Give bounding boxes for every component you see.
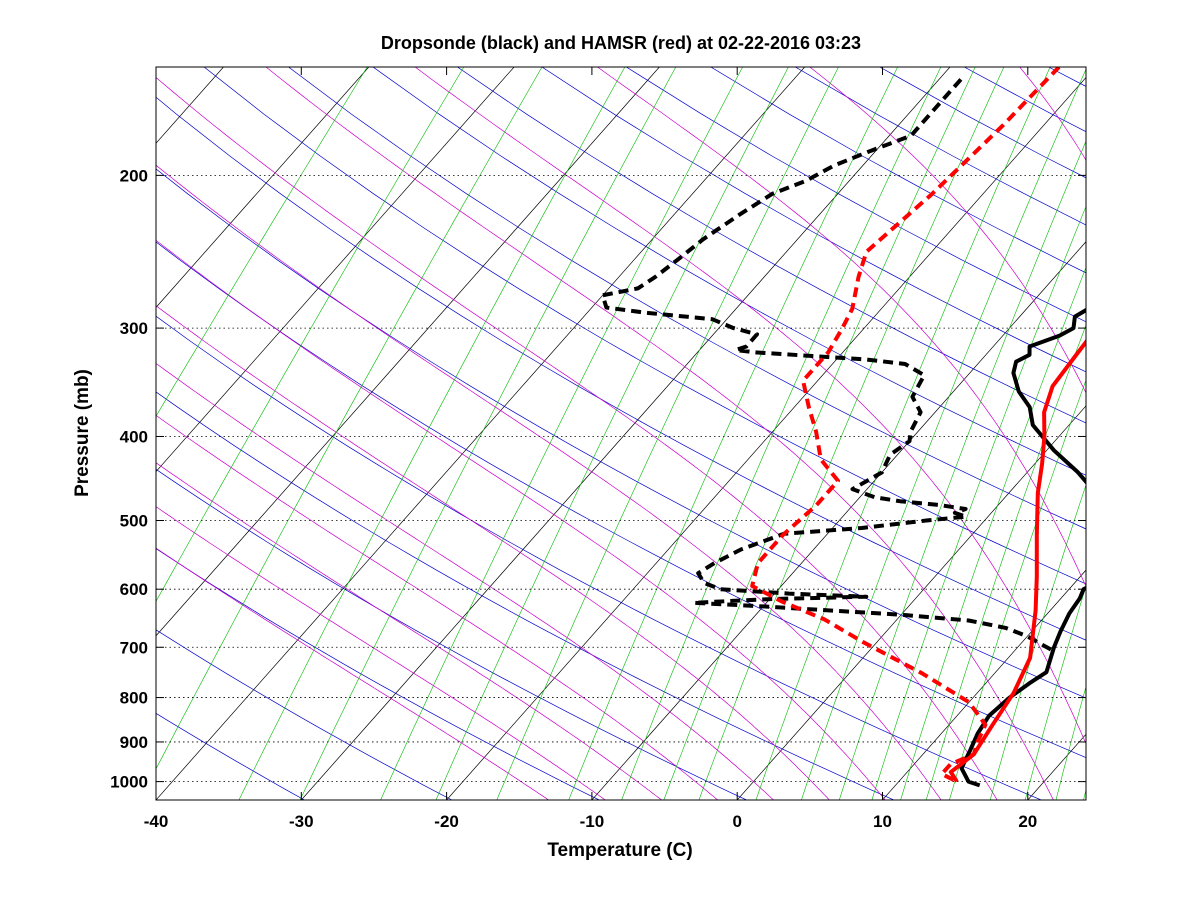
dry-adiabat-line	[0, 67, 10, 800]
dry-adiabat-line	[457, 67, 1086, 424]
mixing-ratio-line	[755, 67, 1051, 800]
dry-adiabat-line	[1133, 67, 1200, 800]
isotherm-line	[0, 67, 78, 800]
series-line-2	[948, 338, 1086, 783]
isotherm-line	[156, 67, 370, 308]
plot-frame	[155, 66, 1087, 801]
dry-adiabat-line	[156, 391, 895, 800]
mixing-ratio-line	[698, 67, 1005, 800]
x-tick-label: 10	[873, 812, 892, 831]
mixing-ratio-line	[900, 266, 1086, 800]
mixing-ratio-line	[156, 67, 368, 417]
y-tick-label: 200	[120, 166, 148, 185]
x-axis-label: Temperature (C)	[547, 840, 692, 861]
x-tick-label: 20	[1018, 812, 1037, 831]
dry-adiabat-line	[156, 629, 453, 800]
y-tick-label: 1000	[110, 773, 148, 792]
pressure-gridlines	[156, 174, 1086, 783]
isotherm-line	[156, 67, 660, 637]
mixing-ratio-line	[1055, 685, 1086, 800]
isotherm-line	[591, 241, 1086, 800]
chart-title: Dropsonde (black) and HAMSR (red) at 02-…	[381, 33, 861, 53]
x-tick-label: -10	[580, 812, 605, 831]
moist-adiabat-line	[156, 547, 549, 800]
moist-adiabat-line	[1190, 67, 1200, 800]
isotherm-line	[1173, 67, 1200, 800]
dry-adiabat-line	[541, 67, 1086, 373]
x-tick-label: 0	[732, 812, 741, 831]
mixing-ratio-line	[1108, 67, 1200, 800]
x-axis: -40 -30 -20 -10 0 10 20	[144, 67, 1037, 831]
isotherm-line	[301, 67, 951, 800]
mixing-ratio-line	[1083, 788, 1086, 800]
x-tick-label: -20	[434, 812, 459, 831]
y-tick-label: 500	[120, 512, 148, 531]
dry-adiabat-line	[288, 67, 1086, 530]
moist-adiabat-line	[156, 462, 662, 800]
mixing-ratio-line	[1171, 67, 1200, 800]
y-tick-label: 300	[120, 319, 148, 338]
x-tick-label: -30	[289, 812, 314, 831]
series-line-1	[600, 78, 1053, 652]
dry-adiabat-line	[372, 67, 1086, 476]
isotherm-line	[736, 405, 1086, 800]
dry-adiabat-line	[156, 712, 305, 800]
moist-adiabat-line	[597, 67, 1086, 588]
mixing-ratio-line	[380, 67, 743, 800]
series-group	[600, 67, 1086, 788]
y-tick-label: 700	[120, 638, 148, 657]
plot-background	[156, 67, 1086, 800]
moist-adiabat-line	[809, 67, 1086, 394]
isotherm-line	[882, 569, 1086, 800]
moist-adiabat-line	[265, 67, 1054, 800]
mixing-ratio-line	[1189, 67, 1200, 800]
mixing-ratio-line	[1131, 67, 1200, 800]
y-tick-label: 800	[120, 689, 148, 708]
y-tick-label: 600	[120, 580, 148, 599]
y-axis-label: Pressure (mb)	[72, 369, 93, 497]
series-line-3	[750, 67, 1061, 784]
mixing-ratio-line	[1152, 67, 1200, 800]
series-line-0	[959, 307, 1086, 788]
isotherm-line	[156, 67, 805, 800]
y-tick-label: 900	[120, 733, 148, 752]
isotherm-line	[156, 67, 515, 473]
y-axis: 200 300 400 500 600 700 800 900 1000	[110, 166, 1086, 792]
x-tick-label: -40	[144, 812, 169, 831]
y-tick-label: 400	[120, 427, 148, 446]
